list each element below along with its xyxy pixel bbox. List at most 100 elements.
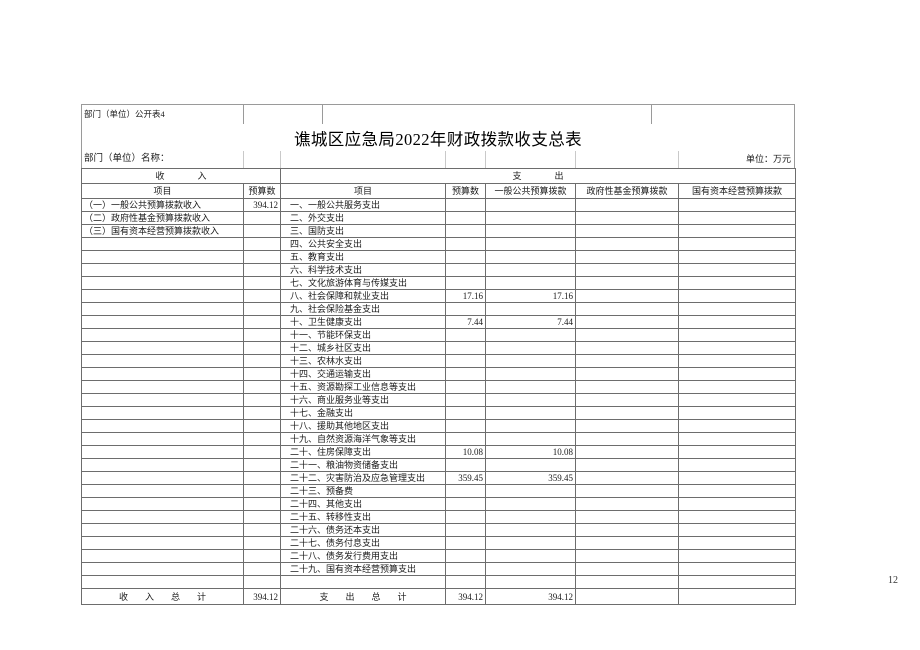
cell-income-budget bbox=[242, 549, 282, 563]
cell-income-item bbox=[81, 523, 244, 537]
form-tag-row: 部门（单位）公开表4 bbox=[81, 104, 795, 124]
cell-exp-budget bbox=[445, 562, 487, 576]
cell-soe-budget bbox=[678, 549, 797, 563]
total-exp-value: 394.12 bbox=[445, 588, 487, 605]
form-tag-blank-2 bbox=[323, 105, 653, 124]
cell-exp-item: 十五、资源勘探工业信息等支出 bbox=[280, 380, 447, 394]
header-fund-budget: 政府性基金预算拨款 bbox=[575, 183, 680, 199]
cell-soe-budget bbox=[678, 211, 797, 225]
total-soe-value bbox=[678, 588, 797, 605]
cell-general-budget bbox=[485, 341, 577, 355]
cell-fund-budget bbox=[575, 328, 680, 342]
cell-exp-item: 二十八、债务发行费用支出 bbox=[280, 549, 447, 563]
cell-exp-budget bbox=[445, 224, 487, 238]
cell-income-item: （二）政府性基金预算拨款收入 bbox=[81, 211, 244, 225]
cell-general-budget bbox=[485, 224, 577, 238]
cell-soe-budget bbox=[678, 484, 797, 498]
cell-income-item bbox=[81, 302, 244, 316]
cell-general-budget bbox=[485, 380, 577, 394]
cell-income-budget bbox=[242, 510, 282, 524]
cell-general-budget bbox=[485, 406, 577, 420]
cell-exp-item: 二十、住房保障支出 bbox=[280, 445, 447, 459]
cell-general-budget bbox=[485, 484, 577, 498]
cell-fund-budget bbox=[575, 393, 680, 407]
cell-general-budget bbox=[485, 536, 577, 550]
cell-income-budget bbox=[242, 445, 282, 459]
cell-exp-item: 二十六、债务还本支出 bbox=[280, 523, 447, 537]
cell-general-budget bbox=[485, 354, 577, 368]
cell-fund-budget bbox=[575, 419, 680, 433]
cell-soe-budget bbox=[678, 328, 797, 342]
cell-soe-budget bbox=[678, 510, 797, 524]
cell-general-budget bbox=[485, 523, 577, 537]
cell-exp-budget bbox=[445, 510, 487, 524]
cell-income-item bbox=[81, 445, 244, 459]
table-row: 十五、资源勘探工业信息等支出 bbox=[81, 380, 797, 394]
cell-general-budget bbox=[485, 328, 577, 342]
cell-exp-item: 四、公共安全支出 bbox=[280, 237, 447, 251]
cell-fund-budget bbox=[575, 380, 680, 394]
cell-exp-item: 二十一、粮油物资储备支出 bbox=[280, 458, 447, 472]
cell-exp-budget bbox=[445, 549, 487, 563]
cell-soe-budget bbox=[678, 354, 797, 368]
cell-general-budget bbox=[485, 211, 577, 225]
cell-fund-budget bbox=[575, 471, 680, 485]
cell-income-budget bbox=[242, 406, 282, 420]
cell-exp-budget bbox=[445, 263, 487, 277]
cell-income-item bbox=[81, 471, 244, 485]
table-row: 二十八、债务发行费用支出 bbox=[81, 549, 797, 563]
cell-soe-budget bbox=[678, 393, 797, 407]
cell-exp-budget bbox=[445, 484, 487, 498]
cell-general-budget bbox=[485, 562, 577, 576]
cell-income-item bbox=[81, 380, 244, 394]
cell-income-budget bbox=[242, 328, 282, 342]
cell-exp-item: 十四、交通运输支出 bbox=[280, 367, 447, 381]
total-general-value: 394.12 bbox=[485, 588, 577, 605]
header-soe-budget: 国有资本经营预算拨款 bbox=[678, 183, 797, 199]
cell-exp-budget bbox=[445, 380, 487, 394]
cell-exp-budget bbox=[445, 432, 487, 446]
header-income-item: 项目 bbox=[81, 183, 244, 199]
cell-income-item bbox=[81, 237, 244, 251]
cell-exp-budget bbox=[445, 367, 487, 381]
cell-income-budget bbox=[242, 523, 282, 537]
cell-income-item bbox=[81, 536, 244, 550]
cell-income-budget bbox=[242, 484, 282, 498]
cell-soe-budget bbox=[678, 458, 797, 472]
table-row: 二十、住房保障支出 10.08 10.08 bbox=[81, 445, 797, 459]
cell-soe-budget bbox=[678, 198, 797, 212]
cell-exp-item: 九、社会保险基金支出 bbox=[280, 302, 447, 316]
cell-income-budget bbox=[242, 276, 282, 290]
cell-exp-item: 十二、城乡社区支出 bbox=[280, 341, 447, 355]
subtitle-row: 部门（单位）名称： 单位：万元 bbox=[81, 151, 795, 168]
cell-income-budget bbox=[242, 419, 282, 433]
table-row: 二十七、债务付息支出 bbox=[81, 536, 797, 550]
cell-fund-budget bbox=[575, 315, 680, 329]
cell-income-budget bbox=[242, 536, 282, 550]
cell-soe-budget bbox=[678, 367, 797, 381]
cell-soe-budget bbox=[678, 445, 797, 459]
cell-general-budget bbox=[485, 250, 577, 264]
unit-label: 单位：万元 bbox=[745, 154, 791, 164]
cell-exp-item: 一、一般公共服务支出 bbox=[280, 198, 447, 212]
cell-fund-budget bbox=[575, 211, 680, 225]
cell-soe-budget bbox=[678, 237, 797, 251]
cell-fund-budget bbox=[575, 237, 680, 251]
spacer-cell bbox=[445, 575, 487, 589]
dept-name-label: 部门（单位）名称： bbox=[84, 154, 170, 164]
cell-exp-item: 十、卫生健康支出 bbox=[280, 315, 447, 329]
title-row: 谯城区应急局2022年财政拨款收支总表 bbox=[81, 124, 795, 151]
cell-income-item bbox=[81, 458, 244, 472]
cell-income-item: （三）国有资本经营预算拨款收入 bbox=[81, 224, 244, 238]
spacer-row bbox=[81, 575, 797, 589]
table-row: 八、社会保障和就业支出 17.16 17.16 bbox=[81, 289, 797, 303]
cell-income-item bbox=[81, 315, 244, 329]
cell-fund-budget bbox=[575, 276, 680, 290]
cell-exp-budget bbox=[445, 276, 487, 290]
cell-income-item bbox=[81, 562, 244, 576]
cell-exp-budget bbox=[445, 198, 487, 212]
table-row: 二十二、灾害防治及应急管理支出 359.45 359.45 bbox=[81, 471, 797, 485]
cell-income-item bbox=[81, 484, 244, 498]
cell-income-item bbox=[81, 341, 244, 355]
